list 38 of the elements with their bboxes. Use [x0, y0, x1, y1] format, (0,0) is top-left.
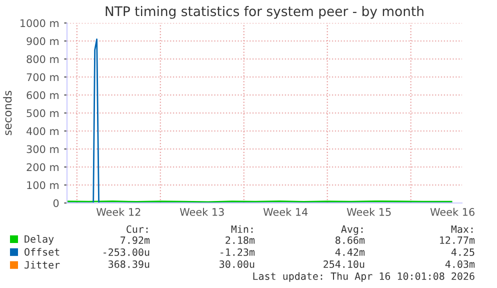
- legend-label: Offset: [24, 248, 60, 256]
- text: Last update: Thu Apr 16 10:01:08 2026: [253, 272, 474, 282]
- legend-label: Delay: [24, 235, 54, 245]
- x-tick-label: Week 16: [430, 208, 474, 216]
- text: Avg:: [341, 225, 363, 235]
- text: -1.23m: [220, 248, 255, 256]
- y-axis-title: seconds: [3, 90, 12, 136]
- text: 12.77m: [440, 236, 475, 244]
- y-tick-label: 700 m: [26, 73, 58, 82]
- y-tick-label: 1000 m: [20, 19, 58, 28]
- y-tick-label: 900 m: [26, 37, 58, 46]
- x-tick-label: Week 14: [263, 208, 308, 216]
- text: Cur:: [126, 225, 148, 233]
- y-tick-label: 500 m: [26, 109, 58, 118]
- text: 368.39u: [108, 260, 150, 268]
- legend-label: Jitter: [24, 260, 60, 269]
- text: -253.00u: [104, 248, 150, 256]
- y-tick-label: 800 m: [26, 55, 58, 64]
- text: 7.92m: [120, 236, 150, 244]
- text: 2.18m: [226, 236, 255, 244]
- text: 4.03m: [445, 260, 475, 268]
- y-tick-label: 600 m: [26, 91, 58, 100]
- text: 30.00u: [220, 260, 254, 268]
- text: Min:: [231, 225, 253, 233]
- text: 254.10u: [324, 260, 364, 268]
- y-tick-label: 200 m: [26, 163, 58, 172]
- chart-title: NTP timing statistics for system peer - by month: [106, 6, 424, 19]
- y-tick-label: 100 m: [27, 181, 58, 190]
- x-tick-label: Week 15: [346, 208, 391, 216]
- y-tick-label: 400 m: [26, 127, 58, 136]
- text: 4.25: [451, 248, 474, 256]
- x-tick-label: Week 13: [180, 208, 224, 216]
- y-tick-label: 300 m: [26, 145, 58, 154]
- text: Max:: [451, 225, 473, 233]
- text: 8.66m: [336, 236, 365, 244]
- y-tick-label: 0: [53, 199, 59, 208]
- x-tick-label: Week 12: [96, 208, 140, 216]
- text: 4.42m: [335, 248, 365, 256]
